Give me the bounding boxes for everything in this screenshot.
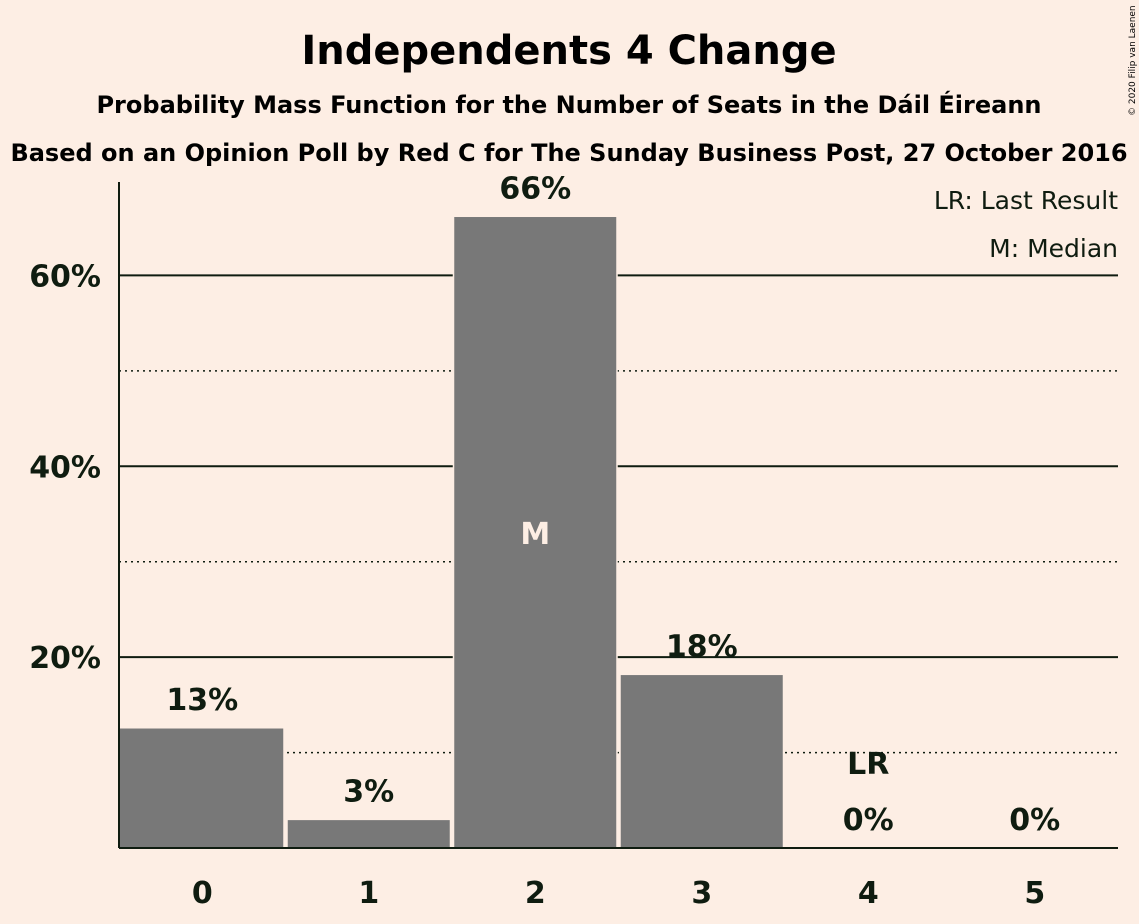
plot-area: 20% 40% 60% 13% 0 3% 1 66% 2 M 18% 3 0% 4 LR 0% 5 LR: Las… [29,171,1118,911]
bar [452,215,618,849]
chart-subtitle: Probability Mass Function for the Number… [96,90,1041,119]
chart-subtitle-poll: Based on an Opinion Poll by Red C for Th… [10,139,1127,167]
bar [286,818,452,849]
bar-value-label: 3% [343,774,394,809]
y-tick-label: 60% [29,259,101,294]
x-tick-label: 5 [1024,876,1045,911]
x-tick-label: 3 [691,876,712,911]
x-tick-label: 0 [192,876,213,911]
bar-value-label: 13% [166,683,238,718]
y-tick-label: 20% [29,641,101,676]
x-tick-label: 1 [358,876,379,911]
bar [118,727,285,849]
x-tick-label: 2 [525,876,546,911]
chart-title: Independents 4 Change [301,28,836,74]
median-marker: M [520,517,550,552]
last-result-marker: LR [847,747,889,782]
y-tick-label: 40% [29,450,101,485]
bar-value-label: 66% [499,171,571,206]
x-tick-label: 4 [858,876,879,911]
bar-value-label: 0% [1009,803,1060,838]
bar [619,673,785,849]
bar-value-label: 18% [666,629,738,664]
legend-entry: M: Median [989,234,1118,263]
legend-entry: LR: Last Result [934,186,1118,215]
bar-value-label: 0% [843,803,894,838]
copyright-text: © 2020 Filip van Laenen [1128,5,1138,116]
